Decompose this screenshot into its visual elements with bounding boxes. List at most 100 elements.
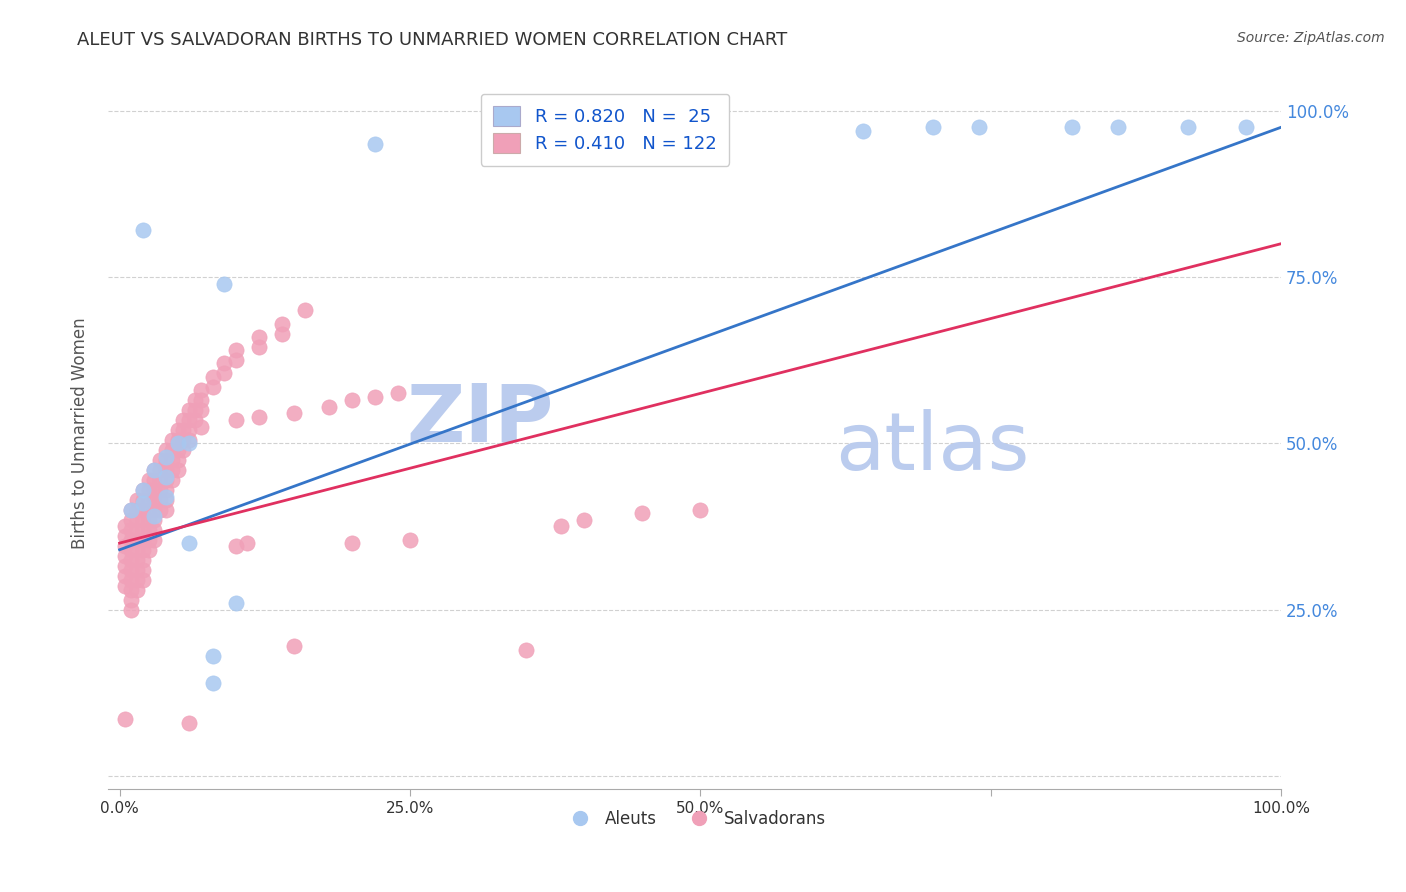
Point [1060, 120, 1083, 135]
Point [184, 413, 207, 427]
Point [132, 223, 155, 237]
Point [179, 715, 201, 730]
Point [143, 523, 166, 537]
Point [271, 326, 294, 341]
Point [190, 403, 212, 417]
Point [160, 442, 183, 457]
Point [155, 442, 177, 457]
Point [138, 523, 160, 537]
Point [149, 483, 172, 497]
Point [172, 433, 194, 447]
Point [155, 490, 177, 504]
Point [132, 496, 155, 510]
Text: ALEUT VS SALVADORAN BIRTHS TO UNMARRIED WOMEN CORRELATION CHART: ALEUT VS SALVADORAN BIRTHS TO UNMARRIED … [77, 31, 787, 49]
Point [172, 442, 194, 457]
Point [225, 343, 247, 358]
Point [179, 423, 201, 437]
Point [631, 506, 654, 520]
Text: ZIP: ZIP [406, 380, 554, 458]
Point [179, 436, 201, 450]
Point [143, 509, 166, 524]
Point [120, 503, 142, 517]
Point [201, 675, 224, 690]
Point [550, 519, 572, 533]
Point [120, 602, 142, 616]
Point [114, 569, 136, 583]
Point [143, 473, 166, 487]
Point [143, 503, 166, 517]
Point [132, 492, 155, 507]
Point [114, 549, 136, 564]
Point [247, 409, 270, 424]
Point [247, 330, 270, 344]
Point [149, 492, 172, 507]
Point [125, 492, 148, 507]
Point [138, 492, 160, 507]
Point [143, 463, 166, 477]
Point [294, 303, 316, 318]
Point [155, 483, 177, 497]
Point [166, 463, 188, 477]
Point [166, 433, 188, 447]
Point [364, 136, 387, 151]
Point [225, 596, 247, 610]
Point [125, 513, 148, 527]
Point [120, 563, 142, 577]
Point [149, 473, 172, 487]
Point [160, 433, 183, 447]
Point [172, 423, 194, 437]
Point [143, 533, 166, 547]
Point [184, 403, 207, 417]
Point [114, 559, 136, 574]
Point [114, 529, 136, 543]
Point [201, 369, 224, 384]
Point [155, 463, 177, 477]
Point [160, 473, 183, 487]
Point [921, 120, 943, 135]
Point [166, 423, 188, 437]
Point [212, 367, 235, 381]
Point [132, 563, 155, 577]
Point [155, 469, 177, 483]
Point [149, 503, 172, 517]
Point [125, 533, 148, 547]
Point [120, 582, 142, 597]
Point [132, 503, 155, 517]
Point [179, 536, 201, 550]
Y-axis label: Births to Unmarried Women: Births to Unmarried Women [72, 318, 89, 549]
Point [138, 483, 160, 497]
Point [166, 442, 188, 457]
Point [160, 453, 183, 467]
Point [340, 536, 363, 550]
Point [340, 393, 363, 408]
Point [155, 503, 177, 517]
Point [132, 513, 155, 527]
Point [143, 513, 166, 527]
Point [155, 492, 177, 507]
Point [155, 453, 177, 467]
Point [125, 563, 148, 577]
Point [550, 123, 572, 137]
Point [212, 277, 235, 291]
Point [271, 317, 294, 331]
Point [1234, 120, 1257, 135]
Point [179, 413, 201, 427]
Point [120, 592, 142, 607]
Point [155, 473, 177, 487]
Point [236, 536, 259, 550]
Point [138, 473, 160, 487]
Point [132, 483, 155, 497]
Point [364, 390, 387, 404]
Point [132, 483, 155, 497]
Point [120, 573, 142, 587]
Point [149, 453, 172, 467]
Point [114, 519, 136, 533]
Point [114, 712, 136, 726]
Point [149, 463, 172, 477]
Point [120, 503, 142, 517]
Point [125, 523, 148, 537]
Point [283, 406, 305, 420]
Point [132, 573, 155, 587]
Point [138, 533, 160, 547]
Point [138, 503, 160, 517]
